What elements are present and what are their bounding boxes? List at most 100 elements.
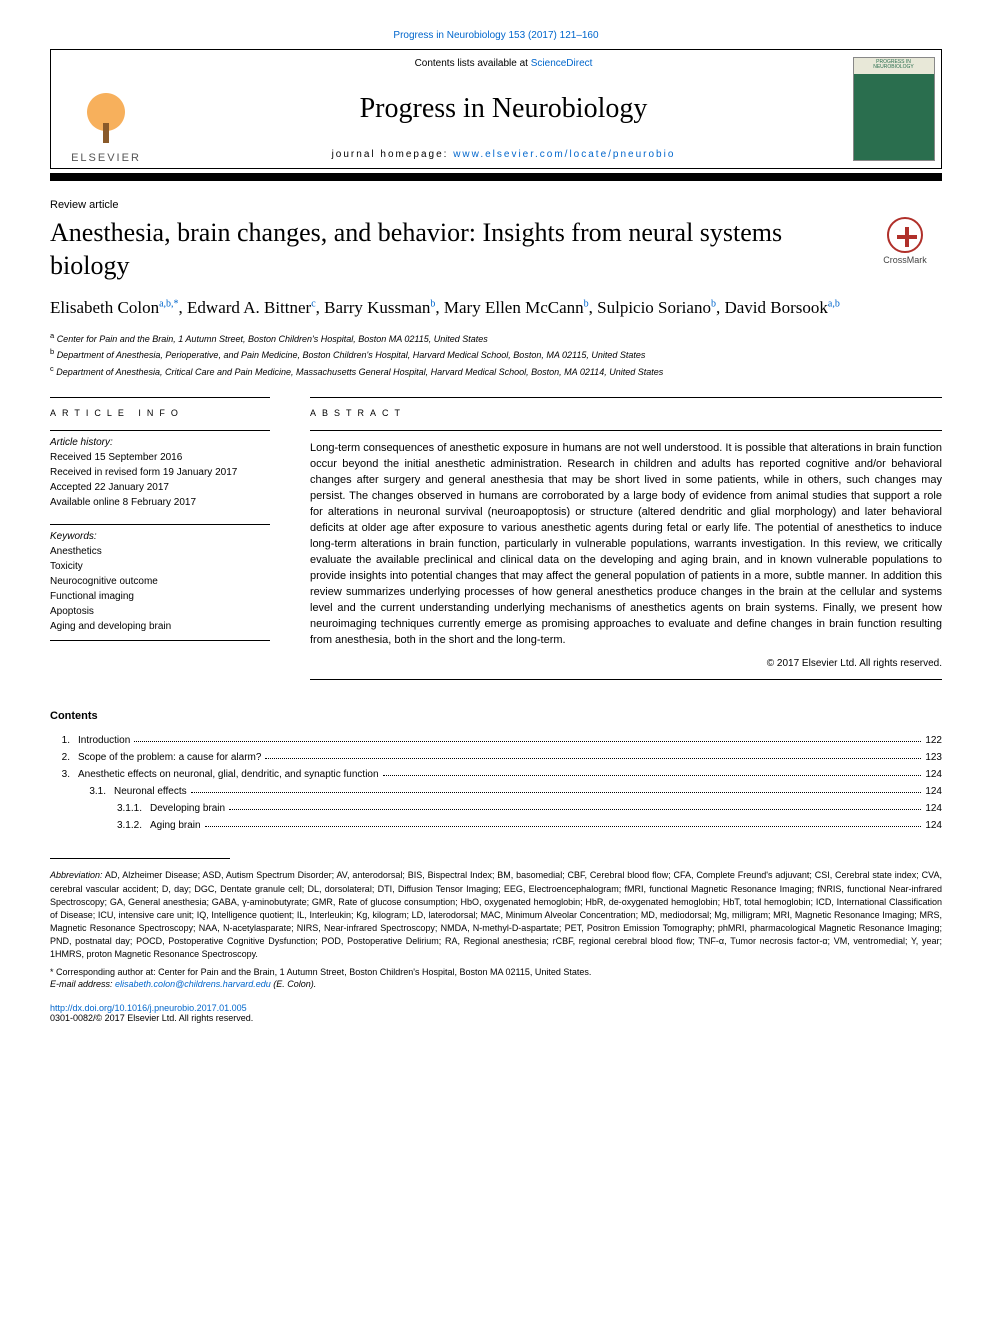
header-divider (50, 173, 942, 181)
email-line: E-mail address: elisabeth.colon@children… (50, 979, 942, 989)
author-list: Elisabeth Colona,b,*, Edward A. Bittnerc… (50, 296, 942, 320)
abstract-copyright: © 2017 Elsevier Ltd. All rights reserved… (310, 658, 942, 680)
journal-homepage: journal homepage: www.elsevier.com/locat… (332, 149, 676, 160)
article-info-column: ARTICLE INFO Article history: Received 1… (50, 397, 270, 680)
keyword-4: Apoptosis (50, 604, 270, 619)
keyword-1: Toxicity (50, 559, 270, 574)
toc-leader-dots (205, 817, 922, 827)
doi-block: http://dx.doi.org/10.1016/j.pneurobio.20… (50, 1003, 942, 1023)
toc-leader-dots (265, 749, 921, 759)
keyword-3: Functional imaging (50, 589, 270, 604)
homepage-link[interactable]: www.elsevier.com/locate/pneurobio (453, 149, 675, 160)
doi-link[interactable]: http://dx.doi.org/10.1016/j.pneurobio.20… (50, 1003, 247, 1013)
history-line-2: Accepted 22 January 2017 (50, 480, 270, 495)
history-line-0: Received 15 September 2016 (50, 450, 270, 465)
toc-label: Neuronal effects (114, 783, 187, 800)
table-of-contents: 1.Introduction 1222.Scope of the problem… (50, 732, 942, 834)
article-type: Review article (50, 199, 942, 211)
toc-label: Aging brain (150, 817, 201, 834)
elsevier-logo-cell: ELSEVIER (51, 50, 161, 168)
cover-thumb-title: PROGRESS IN NEUROBIOLOGY (856, 60, 932, 70)
author-1-aff[interactable]: a,b,* (159, 298, 178, 309)
abbrev-text: AD, Alzheimer Disease; ASD, Autism Spect… (50, 870, 942, 958)
keyword-2: Neurocognitive outcome (50, 574, 270, 589)
corr-text: Corresponding author at: Center for Pain… (54, 967, 592, 977)
toc-page: 124 (925, 817, 942, 834)
toc-row[interactable]: 2.Scope of the problem: a cause for alar… (50, 749, 942, 766)
toc-number: 1. (50, 732, 78, 749)
journal-cover-thumb: PROGRESS IN NEUROBIOLOGY (853, 57, 935, 161)
toc-leader-dots (191, 783, 922, 793)
toc-row[interactable]: 3.1.2.Aging brain 124 (50, 817, 942, 834)
crossmark-label: CrossMark (883, 255, 927, 265)
toc-number: 3. (50, 766, 78, 783)
toc-page: 124 (925, 783, 942, 800)
toc-label: Developing brain (150, 800, 225, 817)
author-6: David Borsook (724, 298, 827, 317)
author-5: Sulpicio Soriano (597, 298, 711, 317)
journal-cover-cell: PROGRESS IN NEUROBIOLOGY (846, 50, 941, 168)
author-1: Elisabeth Colon (50, 298, 159, 317)
toc-leader-dots (134, 732, 921, 742)
author-6-aff[interactable]: a,b (828, 298, 840, 309)
toc-label: Introduction (78, 732, 130, 749)
toc-row[interactable]: 3.Anesthetic effects on neuronal, glial,… (50, 766, 942, 783)
toc-number: 3.1.1. (50, 800, 150, 817)
toc-label: Scope of the problem: a cause for alarm? (78, 749, 261, 766)
abbrev-lead: Abbreviation: (50, 870, 103, 880)
issn-line: 0301-0082/© 2017 Elsevier Ltd. All right… (50, 1013, 253, 1023)
toc-page: 124 (925, 766, 942, 783)
journal-center: Contents lists available at ScienceDirec… (161, 50, 846, 168)
author-3: Barry Kussman (324, 298, 430, 317)
history-line-3: Available online 8 February 2017 (50, 495, 270, 510)
keywords-block: Keywords: Anesthetics Toxicity Neurocogn… (50, 524, 270, 641)
contents-heading: Contents (50, 710, 942, 722)
toc-row[interactable]: 1.Introduction 122 (50, 732, 942, 749)
toc-page: 122 (925, 732, 942, 749)
crossmark-badge[interactable]: CrossMark (868, 217, 942, 265)
history-label: Article history: (50, 437, 270, 448)
email-link[interactable]: elisabeth.colon@childrens.harvard.edu (115, 979, 271, 989)
email-label: E-mail address: (50, 979, 115, 989)
toc-leader-dots (383, 766, 922, 776)
keywords-label: Keywords: (50, 531, 270, 542)
affiliations: a Center for Pain and the Brain, 1 Autum… (50, 330, 942, 380)
keyword-0: Anesthetics (50, 544, 270, 559)
email-tail: (E. Colon). (271, 979, 317, 989)
toc-row[interactable]: 3.1.1.Developing brain 124 (50, 800, 942, 817)
elsevier-wordmark: ELSEVIER (71, 152, 141, 164)
toc-number: 2. (50, 749, 78, 766)
toc-number: 3.1. (50, 783, 114, 800)
affiliation-a: Center for Pain and the Brain, 1 Autumn … (57, 334, 488, 344)
affiliation-c: Department of Anesthesia, Critical Care … (56, 367, 663, 377)
toc-leader-dots (229, 800, 921, 810)
crossmark-icon (887, 217, 923, 253)
abstract-column: ABSTRACT Long-term consequences of anest… (310, 397, 942, 680)
toc-label: Anesthetic effects on neuronal, glial, d… (78, 766, 379, 783)
contents-available: Contents lists available at ScienceDirec… (415, 58, 593, 69)
sciencedirect-link[interactable]: ScienceDirect (531, 58, 593, 69)
author-4: Mary Ellen McCann (444, 298, 584, 317)
toc-page: 124 (925, 800, 942, 817)
toc-row[interactable]: 3.1.Neuronal effects 124 (50, 783, 942, 800)
keyword-5: Aging and developing brain (50, 619, 270, 634)
history-line-1: Received in revised form 19 January 2017 (50, 465, 270, 480)
article-info-heading: ARTICLE INFO (50, 397, 270, 418)
toc-number: 3.1.2. (50, 817, 150, 834)
contents-available-text: Contents lists available at (415, 58, 531, 69)
elsevier-tree-icon (76, 88, 136, 148)
abstract-text: Long-term consequences of anesthetic exp… (310, 430, 942, 648)
header-citation: Progress in Neurobiology 153 (2017) 121–… (50, 30, 942, 41)
abbreviations: Abbreviation: AD, Alzheimer Disease; ASD… (50, 869, 942, 960)
affiliation-b: Department of Anesthesia, Perioperative,… (57, 350, 646, 360)
author-2: Edward A. Bittner (187, 298, 311, 317)
article-history: Article history: Received 15 September 2… (50, 430, 270, 510)
footer-rule (50, 858, 230, 859)
homepage-label: journal homepage: (332, 149, 454, 160)
abstract-heading: ABSTRACT (310, 397, 942, 418)
header-citation-link[interactable]: Progress in Neurobiology 153 (2017) 121–… (393, 30, 598, 41)
corresponding-author: * Corresponding author at: Center for Pa… (50, 967, 942, 977)
toc-page: 123 (925, 749, 942, 766)
journal-header: ELSEVIER Contents lists available at Sci… (50, 49, 942, 169)
journal-name: Progress in Neurobiology (360, 93, 648, 125)
